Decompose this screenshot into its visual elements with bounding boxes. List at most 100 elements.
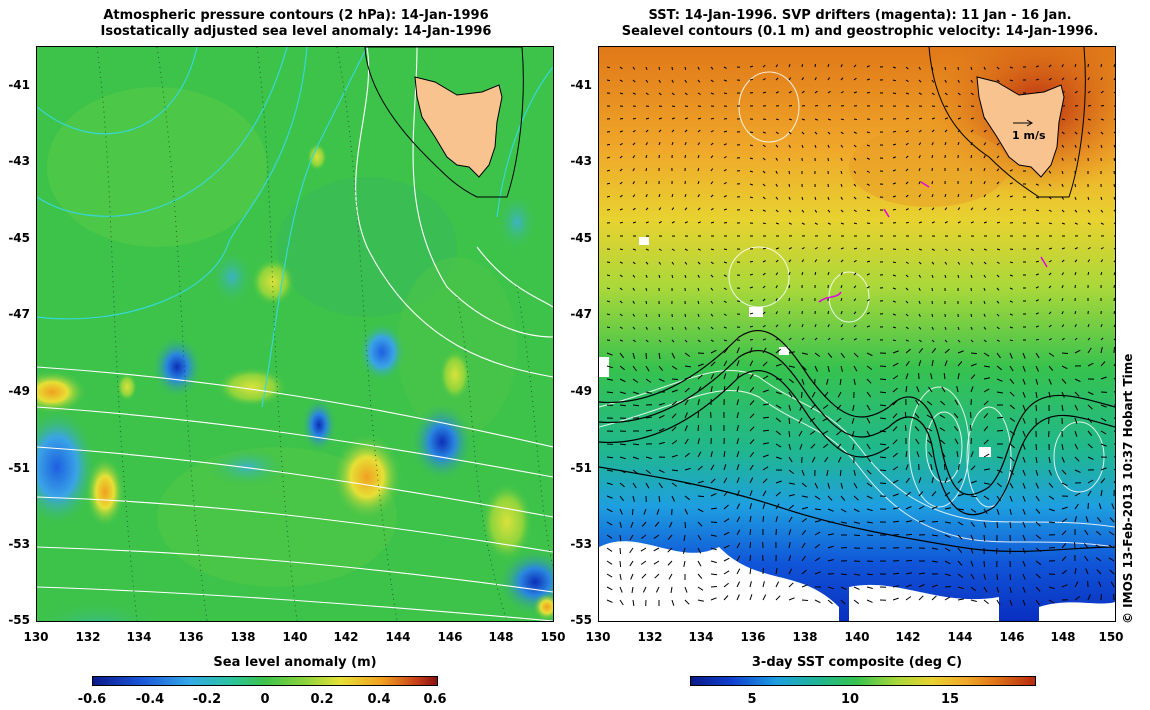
- velocity-arrow: [970, 66, 973, 71]
- velocity-arrow: [710, 451, 713, 458]
- velocity-arrow: [1048, 508, 1055, 512]
- velocity-arrow: [697, 167, 700, 172]
- svp-drifters: [818, 181, 1048, 303]
- velocity-arrow: [697, 155, 700, 159]
- velocity-arrow: [1108, 557, 1115, 562]
- lat-tick: -53: [570, 537, 592, 551]
- velocity-arrow: [1035, 312, 1039, 315]
- velocity-arrow: [697, 92, 701, 95]
- velocity-arrow: [799, 404, 803, 411]
- velocity-arrow: [606, 495, 613, 499]
- velocity-arrow: [788, 417, 791, 425]
- velocity-arrow: [970, 274, 973, 278]
- velocity-arrow: [736, 464, 740, 471]
- velocity-arrow: [671, 207, 675, 211]
- velocity-arrow: [996, 573, 998, 581]
- velocity-arrow: [684, 194, 687, 198]
- velocity-arrow: [1074, 456, 1080, 462]
- velocity-arrow: [723, 300, 727, 304]
- velocity-arrow: [840, 508, 847, 513]
- velocity-arrow: [697, 363, 704, 367]
- velocity-arrow: [1061, 170, 1064, 174]
- velocity-arrow: [1009, 365, 1014, 372]
- velocity-arrow: [697, 248, 701, 251]
- velocity-arrow: [632, 207, 636, 211]
- lon-tick: 138: [230, 630, 256, 644]
- velocity-arrow: [645, 352, 647, 360]
- velocity-arrow: [905, 194, 909, 198]
- velocity-arrow: [762, 157, 766, 161]
- velocity-arrow: [619, 274, 623, 278]
- velocity-arrow: [1048, 209, 1052, 212]
- velocity-arrow: [619, 181, 623, 185]
- velocity-arrow: [905, 360, 910, 367]
- lon-tick: 130: [585, 630, 611, 644]
- velocity-arrow: [1035, 65, 1039, 68]
- velocity-arrow: [1061, 311, 1064, 315]
- velocity-arrow: [654, 521, 660, 527]
- velocity-arrow: [1061, 324, 1065, 328]
- velocity-arrow: [723, 130, 728, 133]
- velocity-arrow: [697, 129, 701, 133]
- velocity-arrow: [996, 482, 1002, 488]
- velocity-arrow: [1074, 77, 1078, 81]
- velocity-arrow: [1074, 222, 1078, 225]
- velocity-arrow: [953, 425, 959, 432]
- velocity-arrow: [736, 399, 740, 406]
- velocity-arrow: [866, 391, 872, 398]
- velocity-arrow: [956, 385, 959, 393]
- velocity-arrow: [749, 541, 752, 549]
- velocity-arrow: [1113, 157, 1115, 162]
- velocity-arrow: [840, 495, 846, 501]
- velocity-arrow: [671, 454, 678, 458]
- velocity-arrow: [970, 248, 974, 251]
- velocity-arrow: [1035, 547, 1042, 553]
- velocity-arrow: [645, 142, 648, 146]
- velocity-arrow: [788, 351, 795, 354]
- velocity-arrow: [697, 534, 702, 541]
- velocity-arrow: [840, 599, 846, 605]
- velocity-arrow: [970, 154, 973, 159]
- velocity-arrow: [823, 391, 829, 398]
- velocity-arrow: [918, 207, 922, 211]
- velocity-arrow: [892, 520, 899, 523]
- velocity-arrow: [879, 404, 887, 407]
- velocity-arrow: [1074, 417, 1078, 424]
- velocity-arrow: [798, 417, 803, 424]
- velocity-arrow: [879, 482, 887, 484]
- velocity-arrow: [710, 492, 717, 497]
- velocity-arrow: [1009, 248, 1014, 250]
- velocity-arrow: [944, 491, 951, 497]
- velocity-arrow: [632, 79, 636, 83]
- velocity-arrow: [809, 430, 816, 435]
- velocity-arrow: [658, 365, 664, 372]
- velocity-arrow: [684, 521, 686, 529]
- velocity-arrow: [684, 326, 687, 330]
- sealevel-contours: [599, 71, 1115, 548]
- velocity-arrow: [1022, 560, 1026, 567]
- velocity-arrow: [996, 456, 1003, 459]
- velocity-arrow: [892, 479, 899, 484]
- velocity-arrow: [762, 247, 767, 250]
- velocity-arrow: [944, 105, 949, 107]
- velocity-arrow: [645, 416, 652, 419]
- velocity-arrow: [723, 347, 729, 354]
- velocity-arrow: [654, 573, 660, 579]
- velocity-arrow: [840, 196, 843, 200]
- velocity-arrow: [684, 376, 691, 380]
- velocity-arrow: [1113, 480, 1115, 484]
- velocity-arrow: [905, 506, 912, 510]
- velocity-arrow: [632, 443, 640, 446]
- velocity-arrow: [736, 516, 741, 523]
- velocity-arrow: [801, 222, 805, 225]
- velocity-arrow: [1113, 91, 1115, 94]
- velocity-arrow: [788, 391, 793, 398]
- velocity-arrow: [1009, 495, 1013, 502]
- velocity-arrow: [775, 272, 779, 276]
- velocity-arrow: [836, 430, 842, 436]
- velocity-arrow: [775, 491, 781, 497]
- velocity-arrow: [1108, 531, 1115, 536]
- velocity-arrow: [619, 391, 626, 395]
- velocity-arrow: [697, 560, 702, 567]
- velocity-arrow: [723, 168, 727, 172]
